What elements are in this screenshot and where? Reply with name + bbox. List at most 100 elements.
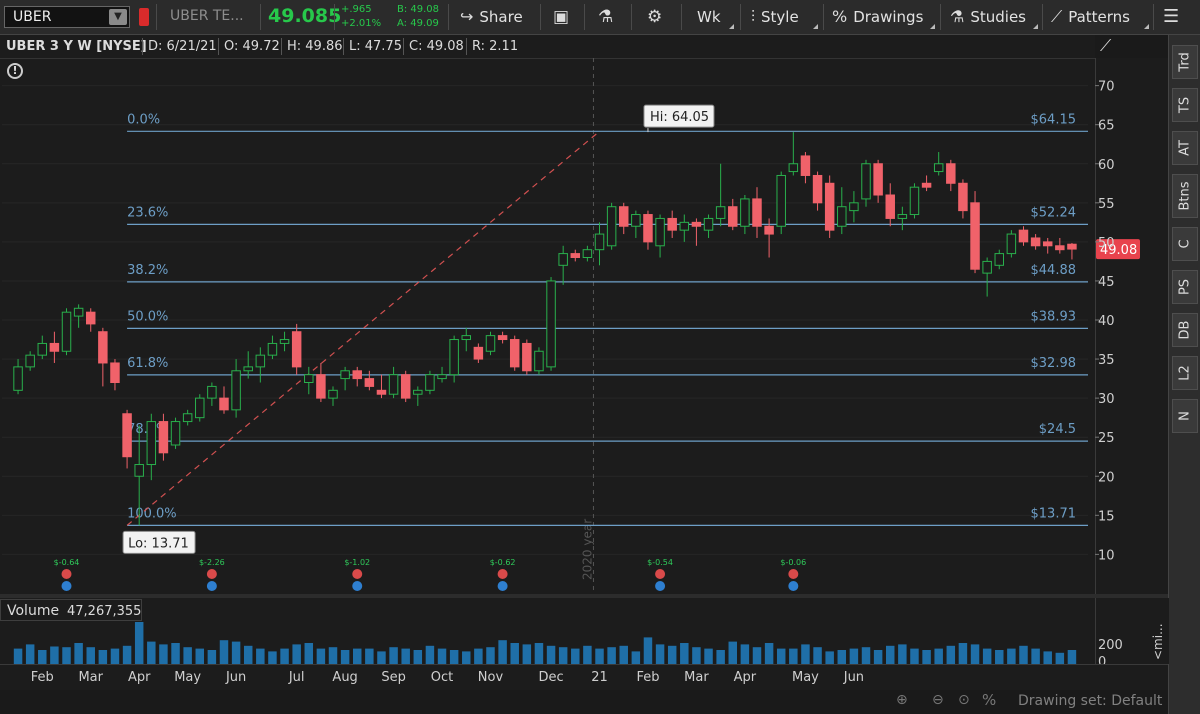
earnings-icon [206, 569, 217, 579]
flask-icon[interactable]: ⚗ [598, 7, 614, 27]
volume-bar [183, 647, 192, 664]
volume-bar [958, 643, 968, 664]
candle-body [25, 354, 35, 368]
drawing-tool-icon[interactable]: ⟋ [1100, 36, 1112, 55]
side-panel: Trd TS AT Btns C PS DB L2 N [1168, 35, 1200, 714]
tab-btns[interactable]: Btns [1172, 174, 1198, 218]
tab-n[interactable]: N [1172, 399, 1198, 433]
candle-body [909, 186, 920, 216]
chart-snapshot-icon[interactable]: ▣ [553, 7, 570, 27]
toolbar-divider [940, 4, 941, 30]
time-axis-label: Apr [734, 670, 757, 685]
fib-level-price: $44.88 [1031, 263, 1077, 278]
drawings-button[interactable]: % Drawings [832, 0, 923, 34]
volume-bar [122, 645, 132, 664]
symbol-dropdown-icon[interactable]: ▼ [109, 9, 127, 25]
volume-bar [571, 648, 580, 664]
time-axis-svg: Feb Mar Apr May Jun Jul Aug Sep Oct Nov Dec 21 Feb Ma… [31, 670, 864, 685]
candle-body [219, 397, 229, 411]
period-button[interactable]: Wk [697, 0, 721, 34]
volume-bar [849, 648, 859, 664]
tab-ps[interactable]: PS [1172, 270, 1198, 304]
candle-body [946, 163, 956, 184]
volume-bar [328, 647, 338, 664]
volume-bar [449, 650, 459, 664]
lo-label-box [122, 530, 196, 554]
candle-body [534, 350, 544, 372]
volume-bar [219, 640, 229, 664]
volume-bar [643, 637, 653, 664]
tab-at[interactable]: AT [1172, 131, 1198, 165]
volume-bar [898, 644, 907, 664]
toolbar-divider [540, 4, 541, 30]
earnings-eps-label: $-1.02 [344, 558, 370, 567]
candle-body [631, 214, 641, 227]
volume-bar [38, 650, 47, 664]
price-axis-tick: 70 [1098, 80, 1115, 95]
time-axis-label: Dec [538, 670, 563, 685]
tab-l2[interactable]: L2 [1172, 356, 1198, 390]
earnings-icon [788, 569, 799, 579]
candle-body [618, 206, 629, 227]
style-button[interactable]: ⫶ Style [751, 0, 799, 34]
candle-body [122, 413, 132, 458]
price-axis-tick: 50 [1098, 236, 1115, 251]
symbol-input[interactable]: UBER ▼ [4, 6, 130, 28]
red-flag-icon[interactable] [139, 8, 149, 26]
zoom-in-icon[interactable]: ⊕ [896, 692, 908, 708]
tab-db[interactable]: DB [1172, 313, 1198, 347]
patterns-button[interactable]: ⟋ Patterns [1051, 0, 1130, 34]
candle-body [170, 421, 181, 446]
tab-c[interactable]: C [1172, 227, 1198, 261]
candle-body [776, 174, 786, 227]
price-axis[interactable] [1095, 58, 1169, 594]
alert-icon[interactable]: ! [7, 63, 23, 79]
candle-body [85, 311, 96, 325]
volume-bar [62, 647, 71, 664]
time-axis-label: May [792, 670, 819, 685]
drawing-set-label[interactable]: Drawing set: Default [1018, 693, 1163, 709]
volume-bar [692, 647, 701, 664]
volume-bar [147, 641, 156, 664]
candle-body [497, 335, 508, 341]
volume-axis-tick-zero: 0 [1098, 655, 1106, 664]
price-axis-tick: 35 [1098, 353, 1115, 368]
candle-body [98, 331, 108, 364]
candle-body [1006, 233, 1017, 255]
candle-body [643, 214, 653, 243]
info-divider [142, 38, 143, 55]
volume-bar [365, 648, 374, 664]
studies-button[interactable]: ⚗ Studies [950, 0, 1026, 34]
candle-body [679, 221, 690, 231]
pane-divider[interactable] [0, 594, 1168, 598]
volume-bar [728, 641, 738, 664]
candle-body [231, 370, 241, 411]
time-axis-label: Nov [478, 670, 504, 685]
gear-icon[interactable]: ⚙ [647, 7, 663, 27]
share-button[interactable]: ↪ Share [460, 0, 523, 34]
volume-bar [1019, 645, 1028, 664]
studies-corner-icon [1033, 24, 1038, 29]
candle-body [255, 354, 266, 368]
reset-zoom-icon[interactable]: ⊙ [958, 692, 970, 708]
percent-change: +2.01% [341, 18, 382, 29]
volume-bar [764, 643, 774, 664]
bottom-bar: ⊕ ⊖ ⊙ % Drawing set: Default [0, 690, 1168, 714]
tab-ts[interactable]: TS [1172, 88, 1198, 122]
menu-icon[interactable]: ☰ [1163, 6, 1180, 27]
price-axis-tick: 65 [1098, 119, 1115, 134]
candle-body [933, 163, 944, 173]
time-axis[interactable] [0, 664, 1168, 691]
toolbar-divider [448, 4, 449, 30]
candle-body [522, 342, 532, 372]
candle-body [1030, 237, 1041, 247]
percent-scale-icon[interactable]: % [982, 691, 997, 709]
earnings-icon [61, 569, 72, 579]
fib-level-percent: 100.0% [127, 506, 177, 521]
zoom-out-icon[interactable]: ⊖ [932, 692, 944, 708]
toolbar-divider [1042, 4, 1043, 30]
volume-axis[interactable] [1095, 598, 1169, 664]
toolbar-divider [740, 4, 741, 30]
volume-bar [474, 648, 483, 664]
tab-trd[interactable]: Trd [1172, 45, 1198, 79]
